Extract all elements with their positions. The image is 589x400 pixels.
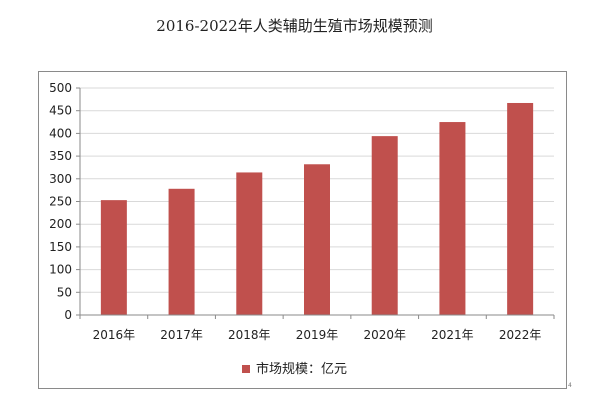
- x-tick-label: 2019年: [296, 328, 339, 342]
- bar: [236, 172, 263, 315]
- x-axis-ticks: 2016年 2017年 2018年 2019年 2020年 2021年 2022年: [79, 315, 555, 342]
- y-axis-ticks: 0 50 100 150 200 250 300 350 400 450 500: [49, 81, 80, 322]
- corner-mark: 4: [568, 382, 572, 389]
- x-tick-label: 2020年: [363, 328, 406, 342]
- x-tick-label: 2022年: [499, 328, 542, 342]
- chart-title: 2016-2022年人类辅助生殖市场规模预测: [156, 17, 433, 35]
- bar: [168, 188, 195, 315]
- x-tick-label: 2018年: [228, 328, 271, 342]
- legend-swatch: [241, 364, 250, 373]
- legend-label: 市场规模：亿元: [255, 362, 347, 377]
- bars: [100, 102, 534, 316]
- bar: [439, 122, 466, 315]
- y-tick-label: 250: [49, 195, 72, 209]
- y-tick-label: 150: [49, 240, 72, 254]
- bar: [507, 102, 534, 316]
- axes: [79, 88, 554, 316]
- y-tick-label: 450: [49, 104, 72, 118]
- y-tick-label: 0: [64, 308, 72, 322]
- legend: 市场规模：亿元: [0, 358, 589, 377]
- bar: [100, 200, 127, 315]
- bar: [304, 164, 330, 315]
- x-tick-label: 2017年: [160, 328, 203, 342]
- y-tick-label: 100: [49, 263, 72, 277]
- y-tick-label: 350: [49, 149, 72, 163]
- y-tick-label: 50: [57, 285, 72, 299]
- y-tick-label: 300: [49, 172, 72, 186]
- bar: [371, 136, 398, 315]
- x-tick-label: 2016年: [93, 328, 136, 342]
- x-tick-label: 2021年: [431, 328, 474, 342]
- chart-frame: [38, 71, 567, 389]
- y-tick-label: 500: [49, 81, 72, 95]
- y-tick-label: 200: [49, 217, 72, 231]
- y-tick-label: 400: [49, 126, 72, 140]
